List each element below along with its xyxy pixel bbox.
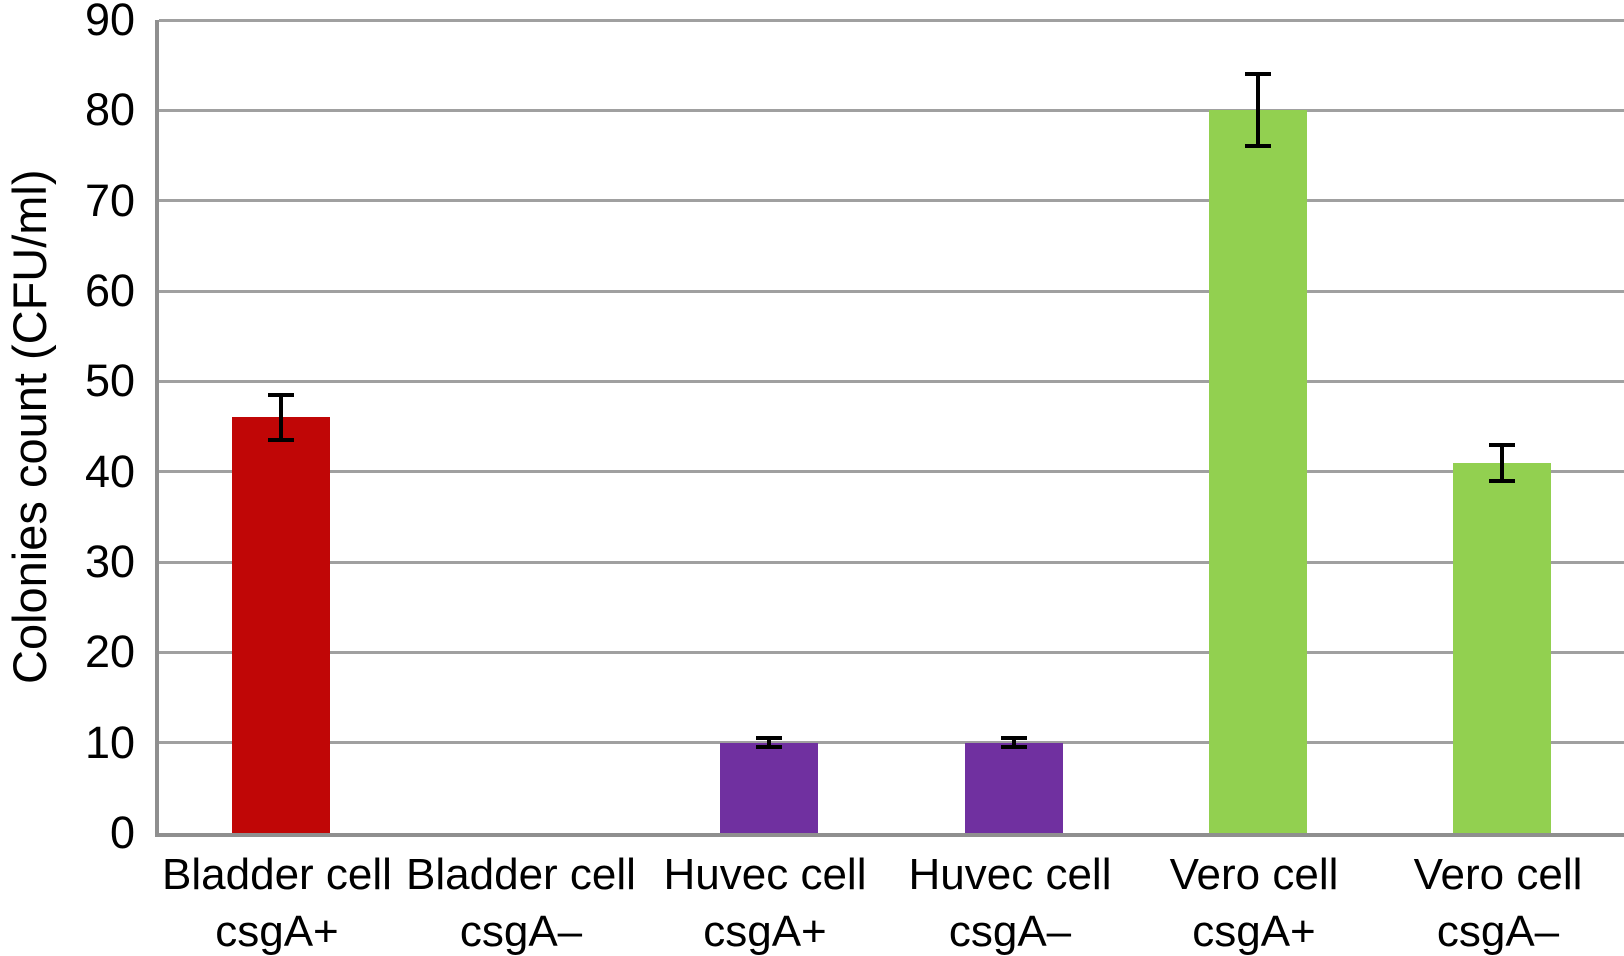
y-axis-title: Colonies count (CFU/ml) bbox=[3, 169, 56, 684]
y-gridline bbox=[159, 470, 1624, 473]
error-bar-cap bbox=[268, 393, 294, 397]
error-bar-cap bbox=[1245, 144, 1271, 148]
data-bar bbox=[232, 417, 330, 833]
y-gridline bbox=[159, 290, 1624, 293]
error-bar-stem bbox=[1012, 738, 1016, 747]
error-bar-cap bbox=[1489, 479, 1515, 483]
y-gridline bbox=[159, 380, 1624, 383]
data-bar bbox=[1209, 110, 1307, 833]
data-bar bbox=[720, 743, 818, 833]
x-category-label: Bladder cell csgA+ bbox=[162, 850, 392, 956]
error-bar-cap bbox=[268, 438, 294, 442]
y-tick-label: 20 bbox=[84, 626, 135, 677]
error-bar-stem bbox=[279, 395, 283, 440]
error-bar-stem bbox=[767, 738, 771, 747]
y-gridline bbox=[159, 651, 1624, 654]
y-tick-label: 90 bbox=[84, 0, 135, 45]
error-bar-cap bbox=[756, 736, 782, 740]
y-gridline bbox=[159, 19, 1624, 22]
y-tick-label: 70 bbox=[84, 175, 135, 226]
y-tick-label: 10 bbox=[84, 717, 135, 768]
x-category-label: Vero cell csgA+ bbox=[1169, 850, 1339, 956]
x-category-label: Vero cell csgA– bbox=[1413, 850, 1583, 956]
error-bar-cap bbox=[1489, 443, 1515, 447]
y-gridline bbox=[159, 199, 1624, 202]
y-tick-label: 30 bbox=[84, 536, 135, 587]
error-bar-cap bbox=[756, 745, 782, 749]
plot-area bbox=[155, 19, 1624, 837]
error-bar-cap bbox=[1001, 745, 1027, 749]
x-category-label: Huvec cell csgA+ bbox=[663, 850, 867, 956]
y-tick-label: 80 bbox=[84, 84, 135, 135]
data-bar bbox=[1453, 463, 1551, 833]
y-gridline bbox=[159, 109, 1624, 112]
error-bar-stem bbox=[1500, 445, 1504, 481]
y-tick-label: 50 bbox=[84, 355, 135, 406]
y-tick-label: 0 bbox=[109, 807, 135, 858]
x-category-label: Bladder cell csgA– bbox=[406, 850, 636, 956]
y-tick-label: 40 bbox=[84, 446, 135, 497]
y-gridline bbox=[159, 561, 1624, 564]
y-tick-label: 60 bbox=[84, 265, 135, 316]
x-category-label: Huvec cell csgA– bbox=[908, 850, 1112, 956]
data-bar bbox=[965, 743, 1063, 833]
y-gridline bbox=[159, 741, 1624, 744]
error-bar-cap bbox=[1245, 72, 1271, 76]
error-bar-stem bbox=[1256, 74, 1260, 146]
error-bar-cap bbox=[1001, 736, 1027, 740]
